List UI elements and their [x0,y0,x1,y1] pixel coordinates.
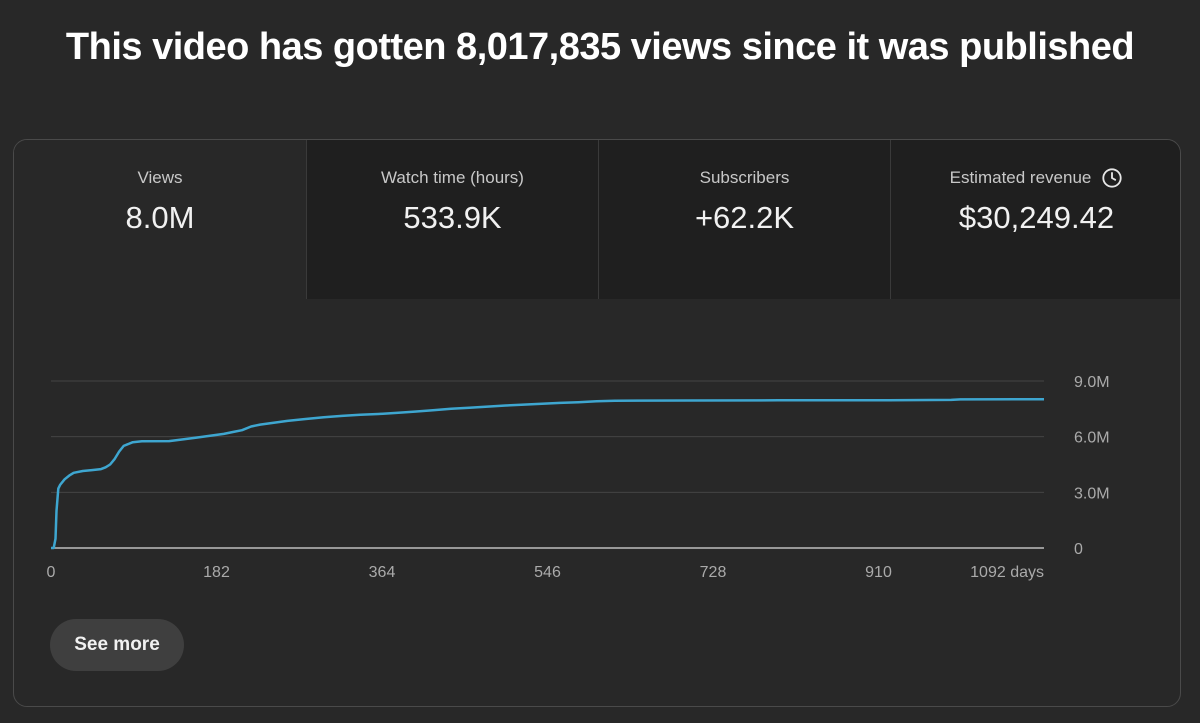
metric-label-subscribers: Subscribers [699,168,790,187]
x-tick-label: 0 [47,564,56,581]
y-tick-label: 6.0M [1074,430,1110,447]
x-tick-label: 182 [203,564,230,581]
tab-views[interactable]: Views 8.0M [14,140,306,299]
x-tick-label: 910 [865,564,892,581]
clock-icon[interactable] [1101,167,1123,189]
tab-watch-time[interactable]: Watch time (hours) 533.9K [306,140,598,299]
metric-value-views: 8.0M [125,200,195,235]
analytics-card: Views 8.0M Watch time (hours) 533.9K Sub… [13,139,1181,707]
x-tick-label: 1092 days [970,564,1044,581]
tab-subscribers[interactable]: Subscribers +62.2K [598,140,890,299]
metric-label-views: Views [137,168,183,187]
metric-value-watch-time: 533.9K [403,200,502,235]
page-title: This video has gotten 8,017,835 views si… [65,26,1135,68]
x-tick-label: 728 [700,564,727,581]
x-tick-label: 546 [534,564,561,581]
series-line [51,397,1045,550]
see-more-button[interactable]: See more [50,619,184,671]
y-tick-label: 9.0M [1074,374,1110,391]
x-tick-label: 364 [369,564,396,581]
metric-label-watch-time: Watch time (hours) [381,168,524,187]
tab-estimated-revenue[interactable]: Estimated revenue $30,249.42 [890,140,1180,299]
metric-value-subscribers: +62.2K [694,200,795,235]
metric-tabs: Views 8.0M Watch time (hours) 533.9K Sub… [14,140,1180,299]
views-line-chart: 0 3.0M 6.0M 9.0M 0 182 364 546 728 910 1092 days [47,374,1110,581]
y-tick-label: 0 [1074,541,1083,558]
metric-value-estimated-revenue: $30,249.42 [958,200,1115,235]
metric-label-estimated-revenue: Estimated revenue [949,168,1092,187]
y-tick-label: 3.0M [1074,485,1110,502]
